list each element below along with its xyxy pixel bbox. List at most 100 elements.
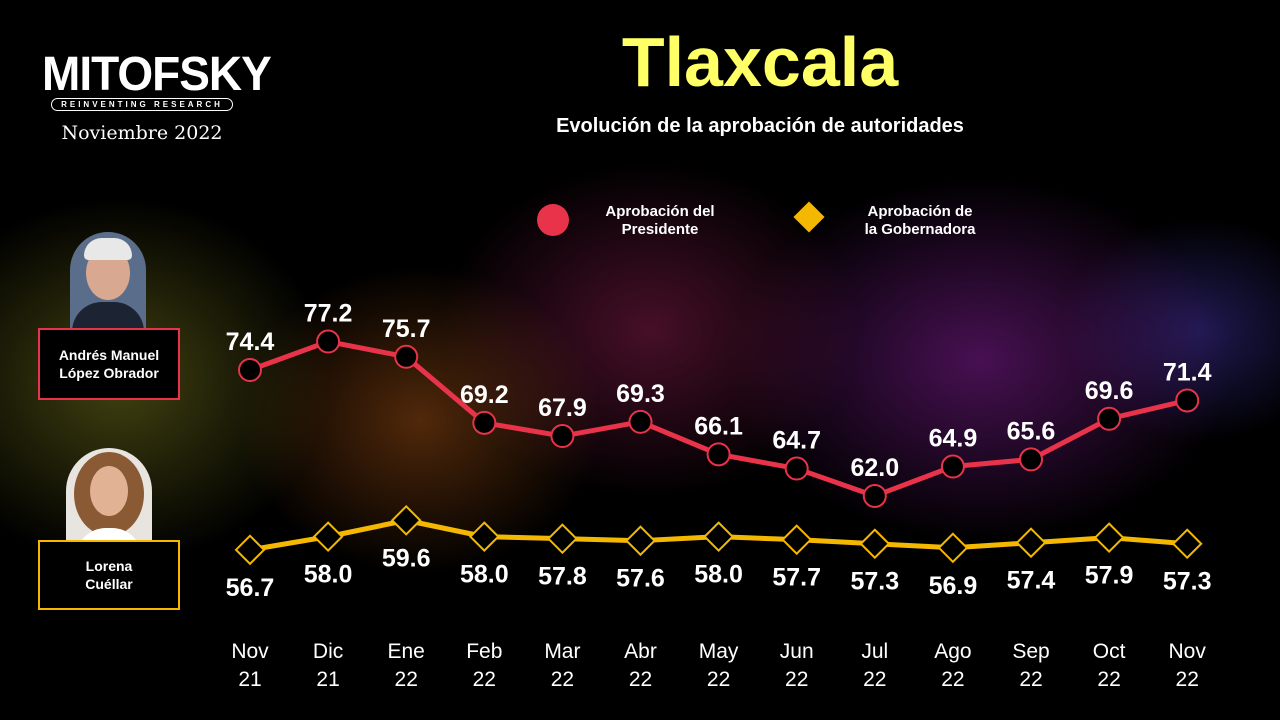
data-label: 56.7 bbox=[226, 574, 275, 602]
x-tick-label: Dic bbox=[313, 640, 343, 663]
data-point bbox=[468, 521, 500, 553]
data-point bbox=[312, 521, 344, 553]
data-point bbox=[1097, 406, 1122, 431]
x-tick-label: Oct bbox=[1093, 640, 1126, 663]
legend-label: Aprobación del bbox=[605, 203, 715, 220]
person-name: Lorena bbox=[85, 558, 133, 574]
chart-title: Tlaxcala bbox=[621, 23, 899, 101]
x-tick-label: 22 bbox=[473, 668, 496, 691]
x-tick-label: 22 bbox=[629, 668, 652, 691]
person-name: Andrés Manuel bbox=[58, 347, 160, 363]
x-tick-label: Nov bbox=[231, 640, 269, 663]
data-point bbox=[1015, 527, 1047, 559]
data-label: 59.6 bbox=[382, 544, 431, 572]
legend-label: Aprobación de bbox=[867, 203, 973, 220]
data-label: 71.4 bbox=[1163, 358, 1212, 386]
x-tick-label: Ago bbox=[934, 640, 971, 663]
data-point bbox=[862, 483, 887, 508]
data-label: 57.6 bbox=[616, 565, 665, 593]
data-point bbox=[1019, 447, 1043, 472]
data-label: 57.3 bbox=[850, 568, 899, 596]
x-tick-label: 22 bbox=[395, 668, 418, 691]
person-name: Cuéllar bbox=[85, 576, 133, 592]
x-tick-label: 22 bbox=[1019, 668, 1042, 691]
data-label: 64.7 bbox=[772, 427, 821, 455]
data-point bbox=[550, 424, 575, 449]
data-label: 75.7 bbox=[382, 315, 431, 343]
chart-subtitle: Evolución de la aprobación de autoridade… bbox=[556, 115, 964, 137]
data-point bbox=[316, 329, 341, 354]
governor-name-box: Lorena Cuéllar bbox=[38, 540, 180, 610]
data-point bbox=[472, 410, 497, 435]
x-tick-label: 22 bbox=[785, 668, 808, 691]
x-tick-label: 22 bbox=[863, 668, 886, 691]
mitofsky-logo: MITOFSKY REINVENTING RESEARCH bbox=[42, 45, 272, 111]
x-tick-label: Nov bbox=[1169, 640, 1207, 663]
x-tick-label: Sep bbox=[1012, 640, 1049, 663]
data-label: 66.1 bbox=[694, 412, 743, 440]
data-point bbox=[1171, 528, 1203, 560]
data-point bbox=[238, 358, 262, 382]
person-name: López Obrador bbox=[59, 365, 159, 381]
legend-label: Presidente bbox=[621, 221, 699, 238]
data-label: 57.4 bbox=[1007, 567, 1056, 595]
x-tick-label: 22 bbox=[551, 668, 574, 691]
data-point bbox=[703, 521, 735, 553]
data-point bbox=[1175, 388, 1200, 413]
data-point bbox=[784, 456, 809, 481]
data-label: 57.3 bbox=[1163, 568, 1212, 596]
data-point bbox=[390, 504, 422, 536]
x-tick-label: Ene bbox=[388, 640, 425, 663]
data-label: 57.7 bbox=[772, 564, 821, 592]
data-label: 67.9 bbox=[538, 394, 587, 422]
data-point bbox=[546, 523, 578, 555]
logo-wordmark: MITOFSKY bbox=[42, 45, 272, 101]
legend-label: la Gobernadora bbox=[864, 221, 976, 238]
data-label: 69.3 bbox=[616, 380, 665, 408]
data-point bbox=[394, 344, 419, 369]
data-label: 58.0 bbox=[304, 561, 353, 589]
data-point bbox=[1093, 522, 1125, 554]
data-label: 57.8 bbox=[538, 563, 587, 591]
president-name-box: Andrés Manuel López Obrador bbox=[38, 328, 180, 400]
legend-governor: Aprobación de la Gobernadora bbox=[840, 203, 1000, 239]
data-label: 77.2 bbox=[304, 300, 353, 328]
data-point bbox=[937, 532, 969, 564]
survey-date: Noviembre 2022 bbox=[61, 122, 223, 144]
data-point bbox=[234, 534, 266, 566]
data-label: 69.2 bbox=[460, 381, 509, 409]
x-tick-label: Jun bbox=[780, 640, 814, 663]
data-label: 58.0 bbox=[460, 561, 509, 589]
data-label: 56.9 bbox=[929, 572, 978, 600]
data-label: 64.9 bbox=[929, 425, 978, 453]
legend-president: Aprobación del Presidente bbox=[580, 203, 740, 239]
data-label: 57.9 bbox=[1085, 562, 1134, 590]
data-point bbox=[859, 528, 891, 560]
x-tick-label: Jul bbox=[861, 640, 888, 663]
data-point bbox=[625, 525, 656, 557]
x-tick-label: Abr bbox=[624, 640, 657, 663]
x-tick-label: Mar bbox=[544, 640, 580, 663]
president-photo bbox=[70, 232, 146, 344]
x-tick-label: 22 bbox=[1097, 668, 1120, 691]
x-tick-label: 22 bbox=[1176, 668, 1199, 691]
x-tick-label: Feb bbox=[466, 640, 502, 663]
data-label: 58.0 bbox=[694, 561, 743, 589]
x-tick-label: 22 bbox=[941, 668, 964, 691]
x-tick-label: 21 bbox=[238, 668, 261, 691]
logo-tagline: REINVENTING RESEARCH bbox=[51, 98, 233, 111]
data-label: 65.6 bbox=[1007, 417, 1056, 445]
data-label: 74.4 bbox=[226, 328, 275, 356]
x-tick-label: May bbox=[699, 640, 739, 663]
x-tick-label: 21 bbox=[316, 668, 339, 691]
data-label: 62.0 bbox=[850, 454, 899, 482]
data-label: 69.6 bbox=[1085, 377, 1134, 405]
data-point bbox=[628, 409, 653, 434]
data-point bbox=[940, 454, 965, 479]
x-tick-label: 22 bbox=[707, 668, 730, 691]
data-point bbox=[706, 442, 731, 467]
legend-circle-icon bbox=[537, 204, 569, 236]
data-point bbox=[781, 524, 813, 556]
